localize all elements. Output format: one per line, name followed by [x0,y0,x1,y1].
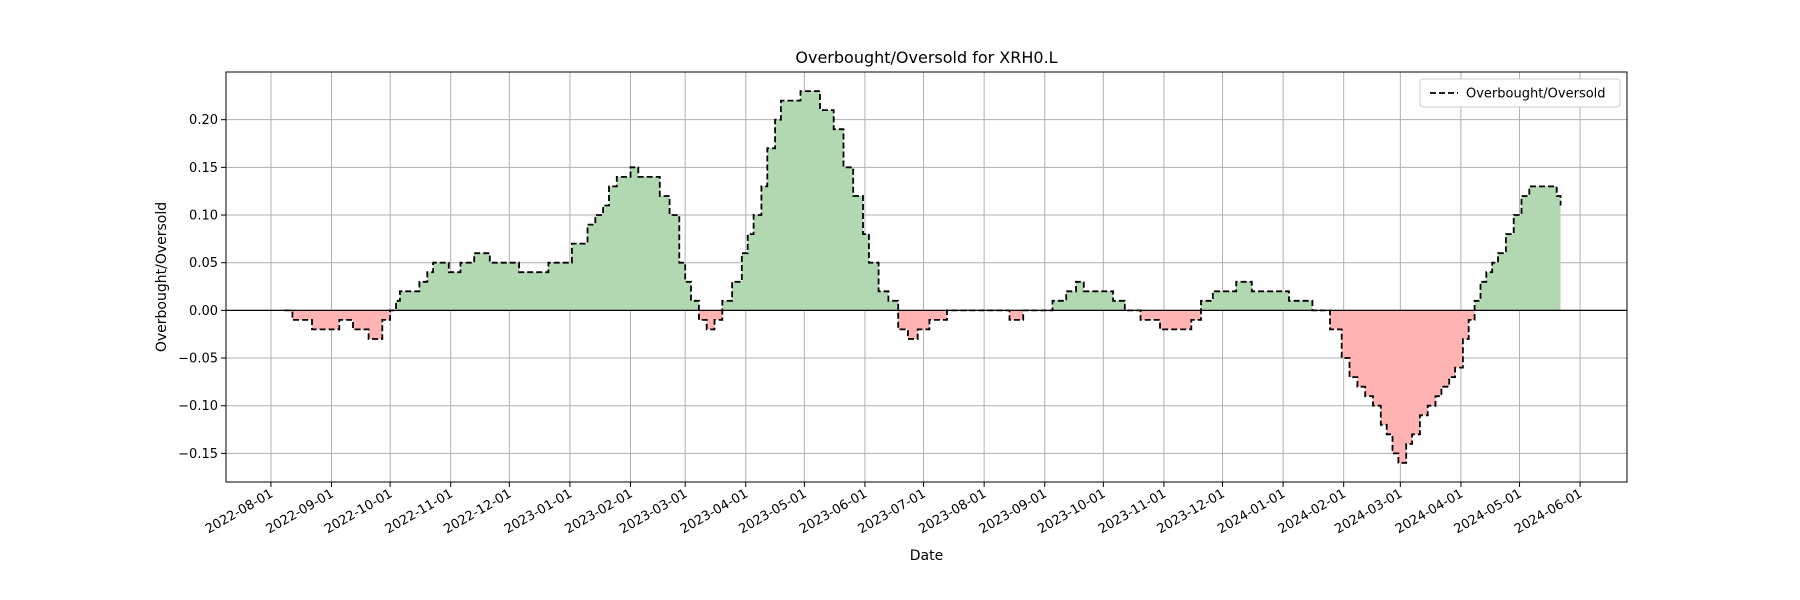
negative-area [284,310,1561,463]
y-tick-label: −0.10 [178,399,218,414]
series-line [284,90,1562,464]
y-tick-label: 0.10 [189,209,218,224]
y-tick-label: −0.15 [178,447,218,462]
y-tick-label: 0.00 [189,304,218,319]
y-tick-label: 0.05 [189,256,218,271]
legend-label: Overbought/Oversold [1466,87,1606,102]
y-axis: −0.15 −0.10 −0.05 0.00 0.05 0.10 0.15 0.20 [178,113,226,462]
y-tick-label: 0.20 [189,113,218,128]
chart-title: Overbought/Oversold for XRH0.L [795,48,1057,67]
plot-frame [225,71,1628,483]
area-fills [284,91,1561,463]
x-axis-title: Date [910,548,943,564]
positive-area [396,91,1561,311]
y-axis-title: Overbought/Oversold [154,202,170,352]
legend-box [1419,78,1621,108]
legend: Overbought/Oversold [1419,78,1621,108]
y-tick-label: 0.15 [189,161,218,176]
y-tick-label: −0.05 [178,352,218,367]
